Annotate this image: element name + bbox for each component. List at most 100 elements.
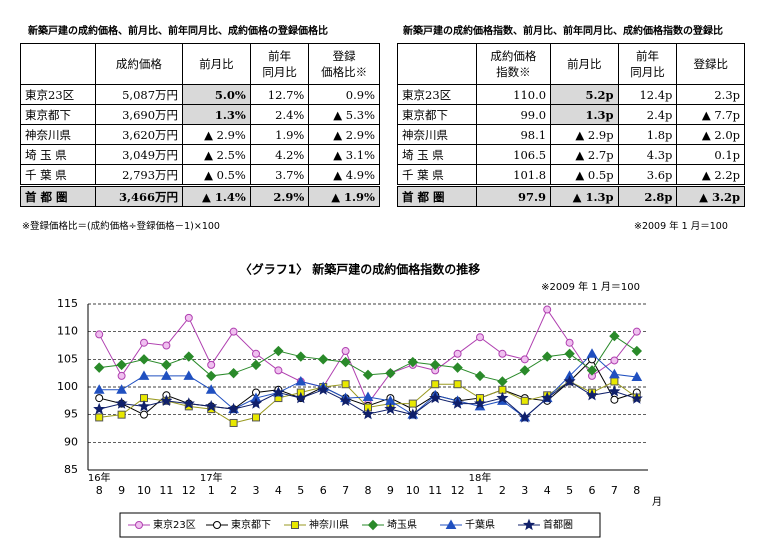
marker xyxy=(135,521,143,529)
marker xyxy=(183,351,195,362)
marker xyxy=(543,305,552,314)
x-tick-label: 8 xyxy=(365,484,372,497)
y-tick-label: 90 xyxy=(64,435,78,448)
marker xyxy=(585,388,599,401)
marker xyxy=(116,359,127,371)
marker xyxy=(95,413,104,422)
cell: 99.0 xyxy=(475,104,552,125)
marker xyxy=(117,371,126,380)
marker xyxy=(497,376,508,387)
cell: 前月比 xyxy=(550,43,619,85)
cell: 1.3% xyxy=(182,104,251,125)
marker xyxy=(160,394,173,406)
marker xyxy=(452,362,463,373)
marker xyxy=(341,347,350,356)
cell: ▲ 2.9% xyxy=(182,124,251,145)
cell: ▲ 7.7p xyxy=(676,104,745,125)
legend-label: 東京都下 xyxy=(231,518,271,531)
y-tick-label: 110 xyxy=(57,325,78,338)
marker xyxy=(609,368,620,379)
cell: 4.3p xyxy=(617,144,678,165)
marker xyxy=(274,366,283,375)
marker xyxy=(115,397,128,409)
cell: 前年 同月比 xyxy=(617,43,678,85)
marker xyxy=(95,394,104,403)
marker xyxy=(453,380,462,389)
marker xyxy=(610,356,619,365)
x-tick-label: 12 xyxy=(451,484,465,497)
cell: 3.7% xyxy=(249,164,310,186)
marker xyxy=(408,399,417,408)
marker xyxy=(520,355,529,364)
marker xyxy=(431,380,440,389)
cell: 東京都下 xyxy=(397,104,477,125)
marker xyxy=(291,521,299,529)
chart-subtitle: ※2009 年 1 月＝100 xyxy=(541,280,640,293)
marker xyxy=(205,370,217,382)
table-title: 新築戸建の成約価格指数、前月比、前年同月比、成約価格指数の登録比 xyxy=(403,26,723,37)
marker xyxy=(341,380,350,389)
marker xyxy=(608,385,621,397)
header-row: 成約価格 前月比 前年 同月比 登録 価格比※ xyxy=(20,43,380,85)
marker xyxy=(137,400,151,412)
marker xyxy=(116,384,127,394)
cell: ▲ 0.5p xyxy=(550,164,619,186)
legend-box xyxy=(119,512,601,538)
marker xyxy=(367,519,379,531)
x-tick-label: 1 xyxy=(208,484,215,497)
y-tick-label: 115 xyxy=(57,297,78,310)
x-tick-label: 10 xyxy=(406,484,420,497)
cell: ▲ 3.1% xyxy=(308,144,380,165)
marker xyxy=(385,367,396,379)
cell: 5.2p xyxy=(550,84,619,105)
cell: 3,049万円 xyxy=(94,144,184,165)
legend-label: 首都圏 xyxy=(543,518,573,531)
marker xyxy=(520,396,529,405)
cell: 2.8p xyxy=(617,184,678,207)
cell: 5.0% xyxy=(182,84,251,105)
x-tick-label: 2 xyxy=(230,484,237,497)
cell: ▲ 1.9% xyxy=(308,184,380,207)
marker xyxy=(228,367,239,379)
marker xyxy=(476,333,484,342)
marker xyxy=(631,345,643,357)
x-tick-label: 3 xyxy=(521,484,528,497)
cell: 0.9% xyxy=(308,84,380,105)
marker xyxy=(586,365,598,376)
note: ※2009 年 1 月＝100 xyxy=(634,221,728,232)
marker xyxy=(184,313,193,322)
marker xyxy=(252,349,260,358)
cell: 3,466万円 xyxy=(94,184,184,207)
y-tick-label: 85 xyxy=(64,463,78,476)
marker xyxy=(429,359,441,371)
x-tick-label: 9 xyxy=(387,484,394,497)
marker xyxy=(610,395,619,404)
marker xyxy=(445,519,457,529)
marker xyxy=(227,402,240,415)
y-tick-label: 100 xyxy=(57,380,78,393)
marker xyxy=(496,391,509,404)
cell: 登録比 xyxy=(676,43,745,85)
marker xyxy=(213,521,221,529)
cell: ▲ 5.3% xyxy=(308,104,380,125)
marker xyxy=(182,397,195,409)
marker xyxy=(518,411,531,423)
x-tick-label: 12 xyxy=(182,484,196,497)
marker xyxy=(317,383,330,395)
marker xyxy=(93,362,105,373)
marker xyxy=(93,384,105,394)
x-tick-label: 11 xyxy=(428,484,442,497)
marker xyxy=(631,371,643,382)
x-tick-label: 7 xyxy=(342,484,349,497)
marker xyxy=(563,375,576,387)
cell: 2.4% xyxy=(249,104,310,125)
y-tick-label: 95 xyxy=(64,408,78,421)
cell: 首 都 圏 xyxy=(397,184,477,207)
cell: ▲ 0.5% xyxy=(182,164,251,186)
row: 神奈川県 3,620万円 ▲ 2.9% 1.9% ▲ 2.9% xyxy=(20,124,380,145)
cell: 登録 価格比※ xyxy=(308,43,380,85)
marker xyxy=(339,394,352,406)
cell: ▲ 4.9% xyxy=(308,164,380,186)
marker xyxy=(473,397,487,409)
